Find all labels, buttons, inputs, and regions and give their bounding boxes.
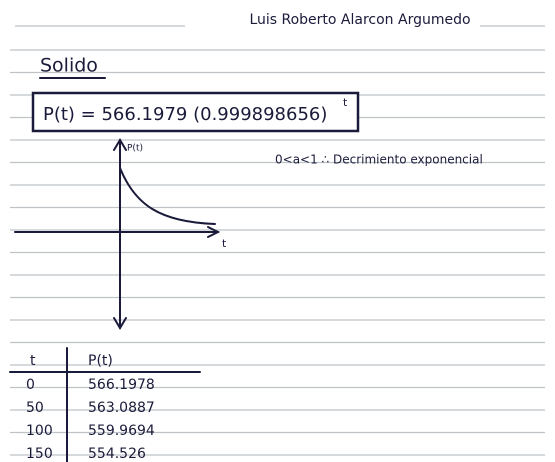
table-cell: 100 [26,423,53,439]
table-cell: 150 [26,446,53,462]
table-cell: 50 [26,400,44,416]
heading: Solido [40,55,98,77]
y-arrow [113,317,127,330]
x-arrow [207,226,221,238]
table-cell: 563.0887 [88,400,155,416]
formula: P(t) = 566.1979 (0.999898656) [43,104,327,125]
table-header: t [30,353,36,369]
table-cell: 0 [26,377,35,393]
x-axis-label: t [222,237,227,250]
decay-curve [119,167,216,225]
y-axis-label: P(t) [127,144,143,154]
y-arrow [113,138,127,151]
table-header: P(t) [88,353,113,369]
author: Luis Roberto Alarcon Argumedo [249,12,470,28]
table: t P(t) 0 566.1978 50 563.0887 100 559.9694 150 55… [26,353,155,462]
table-cell: 559.9694 [88,423,155,439]
table-cell: 554.526 [88,446,146,462]
table-cell: 566.1978 [88,377,155,393]
formula-exponent: t [343,96,348,109]
note: 0<a<1 ∴ Decrimiento exponencial [275,153,483,167]
formula-box [31,91,360,133]
